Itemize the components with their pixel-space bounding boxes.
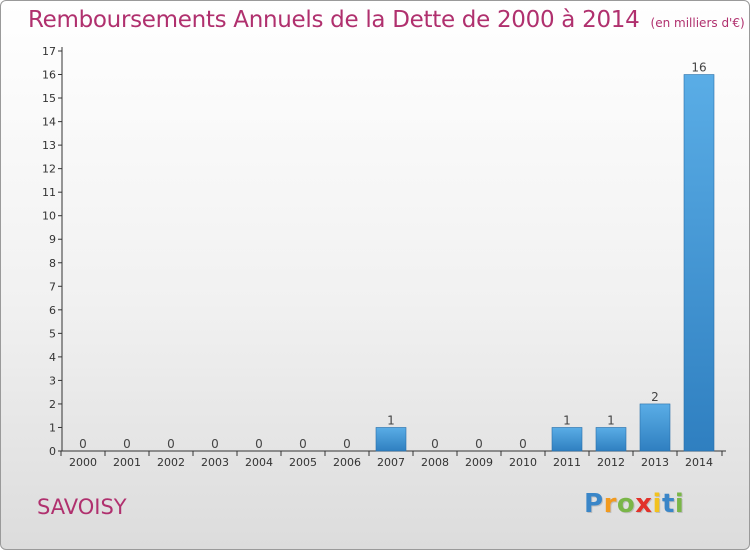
data-label: 0 <box>255 437 263 451</box>
bar <box>683 74 715 452</box>
data-label: 1 <box>607 413 615 427</box>
x-tick-label: 2012 <box>597 456 625 469</box>
y-tick-label: 11 <box>42 186 56 199</box>
x-tick-label: 2009 <box>465 456 493 469</box>
logo-letter: o <box>616 489 636 519</box>
x-tick-label: 2005 <box>289 456 317 469</box>
y-tick-label: 4 <box>49 351 56 364</box>
y-tick-label: 5 <box>49 327 56 340</box>
y-tick-label: 9 <box>49 233 56 246</box>
bar <box>639 403 671 452</box>
logo-letter: r <box>603 489 617 519</box>
logo-letter: i <box>652 489 662 519</box>
logo-letter: t <box>661 489 675 519</box>
chart-title: Remboursements Annuels de la Dette de 20… <box>28 7 640 33</box>
chart-subtitle: (en milliers d'€) <box>650 16 745 30</box>
data-label: 0 <box>343 437 351 451</box>
data-label: 0 <box>475 437 483 451</box>
y-tick-label: 17 <box>42 45 56 58</box>
data-label: 0 <box>211 437 219 451</box>
y-tick-label: 14 <box>42 116 56 129</box>
x-tick-label: 2001 <box>113 456 141 469</box>
y-tick-label: 0 <box>49 445 56 458</box>
y-tick-label: 10 <box>42 210 56 223</box>
y-tick-label: 2 <box>49 398 56 411</box>
y-tick-label: 12 <box>42 163 56 176</box>
y-tick-label: 8 <box>49 257 56 270</box>
bar <box>595 427 627 452</box>
logo-letter: x <box>635 489 653 519</box>
data-label: 0 <box>431 437 439 451</box>
y-tick-label: 16 <box>42 69 56 82</box>
data-label: 1 <box>563 413 571 427</box>
x-tick-label: 2010 <box>509 456 537 469</box>
data-label: 1 <box>387 413 395 427</box>
x-axis: 2000 2001 2002 2003 2004 2005 2006 2007 2008 2009… <box>58 450 726 469</box>
x-tick-label: 2011 <box>553 456 581 469</box>
y-tick-label: 13 <box>42 139 56 152</box>
data-label: 0 <box>123 437 131 451</box>
data-label: 0 <box>79 437 87 451</box>
x-tick-label: 2008 <box>421 456 449 469</box>
commune-name: SAVOISY <box>37 495 127 519</box>
x-tick-label: 2013 <box>641 456 669 469</box>
bars: 0 0 0 0 0 0 0 1 0 0 0 1 1 2 16 <box>79 61 715 452</box>
logo-letter: P <box>584 489 604 519</box>
x-tick-label: 2002 <box>157 456 185 469</box>
y-tick-label: 3 <box>49 374 56 387</box>
data-label: 0 <box>299 437 307 451</box>
chart-header: Remboursements Annuels de la Dette de 20… <box>28 7 745 33</box>
proxiti-logo[interactable]: Proxiti <box>584 489 684 519</box>
bar <box>375 427 407 452</box>
data-label: 16 <box>691 61 706 75</box>
x-tick-label: 2007 <box>377 456 405 469</box>
bar <box>551 427 583 452</box>
y-tick-label: 6 <box>49 304 56 317</box>
y-tick-label: 7 <box>49 280 56 293</box>
data-label: 0 <box>519 437 527 451</box>
x-tick-label: 2000 <box>69 456 97 469</box>
x-tick-label: 2014 <box>685 456 713 469</box>
logo-letter: i <box>674 489 685 519</box>
y-tick-label: 15 <box>42 92 56 105</box>
y-tick-label: 1 <box>49 421 56 434</box>
x-tick-label: 2006 <box>333 456 361 469</box>
data-label: 0 <box>167 437 175 451</box>
x-tick-label: 2003 <box>201 456 229 469</box>
x-tick-label: 2004 <box>245 456 273 469</box>
data-label: 2 <box>651 390 659 404</box>
